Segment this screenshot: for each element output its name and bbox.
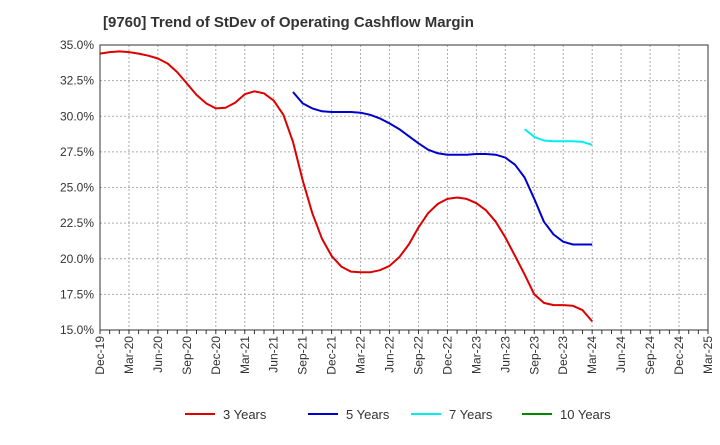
x-tick-label: Dec-21 <box>325 336 339 375</box>
x-tick-label: Mar-21 <box>238 336 252 374</box>
x-tick-label: Jun-23 <box>498 336 512 373</box>
chart-title: [9760] Trend of StDev of Operating Cashf… <box>103 14 474 31</box>
y-tick-label: 22.5% <box>60 216 94 230</box>
x-tick-label: Dec-22 <box>440 336 454 375</box>
axes: 15.0% 17.5% 20.0% 22.5% 25.0% 27.5% 30.0% 32.5%… <box>60 38 715 375</box>
x-tick-label: Mar-20 <box>122 336 136 374</box>
legend-label: 3 Years <box>223 407 267 422</box>
series-layer <box>99 50 593 323</box>
y-tick-label: 20.0% <box>60 252 94 266</box>
x-tick-label: Mar-23 <box>469 336 483 374</box>
x-tick-label: Sep-21 <box>296 336 310 375</box>
x-tick-label: Dec-23 <box>556 336 570 375</box>
y-tick-label: 17.5% <box>60 287 94 301</box>
x-tick-label: Dec-24 <box>672 336 686 375</box>
legend: 3 Years 5 Years 7 Years 10 Years <box>185 407 611 422</box>
x-tick-label: Jun-20 <box>151 336 165 373</box>
series-line-3-years <box>99 50 593 323</box>
x-tick-label: Mar-25 <box>701 336 715 374</box>
legend-label: 5 Years <box>346 407 390 422</box>
y-tick-label: 30.0% <box>60 109 94 123</box>
y-tick-label: 15.0% <box>60 323 94 337</box>
y-tick-label: 32.5% <box>60 74 94 88</box>
x-tick-label: Jun-21 <box>267 336 281 373</box>
x-tick-label: Sep-20 <box>180 336 194 375</box>
x-tick-label: Mar-24 <box>585 336 599 374</box>
y-tick-label: 25.0% <box>60 181 94 195</box>
plot-frame <box>99 44 709 331</box>
grid <box>99 44 709 331</box>
series-line-7-years <box>523 128 593 146</box>
x-tick-label: Sep-23 <box>527 336 541 375</box>
y-tick-label: 27.5% <box>60 145 94 159</box>
x-tick-label: Jun-22 <box>383 336 397 373</box>
x-tick-label: Sep-22 <box>411 336 425 375</box>
x-tick-label: Dec-20 <box>209 336 223 375</box>
y-tick-label: 35.0% <box>60 38 94 52</box>
x-tick-label: Mar-22 <box>354 336 368 374</box>
legend-label: 10 Years <box>560 407 611 422</box>
x-tick-label: Dec-19 <box>93 336 107 375</box>
series-line-5-years <box>292 91 593 246</box>
x-tick-label: Sep-24 <box>643 336 657 375</box>
x-tick-label: Jun-24 <box>614 336 628 373</box>
legend-label: 7 Years <box>449 407 493 422</box>
